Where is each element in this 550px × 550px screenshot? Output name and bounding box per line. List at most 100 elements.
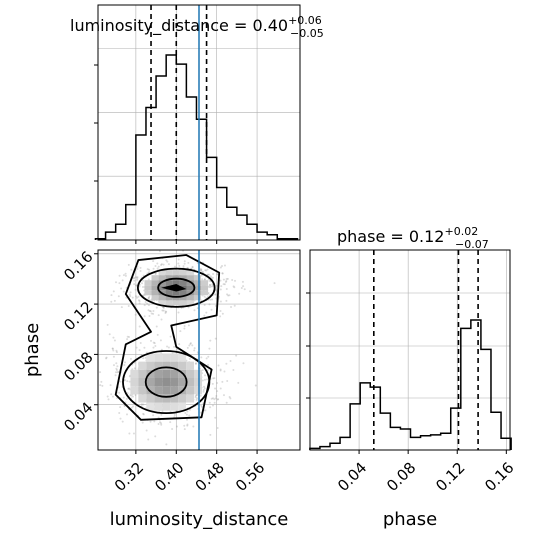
scatter-point <box>164 311 167 314</box>
scatter-point <box>100 380 103 383</box>
scatter-point <box>121 420 124 423</box>
scatter-point <box>139 266 142 269</box>
scatter-point <box>224 281 227 284</box>
scatter-point <box>231 279 234 282</box>
scatter-point <box>221 264 224 267</box>
scatter-point <box>219 310 222 313</box>
scatter-point <box>249 290 252 293</box>
density-cell <box>186 386 195 395</box>
x-tick-label: 0.12 <box>432 459 468 495</box>
scatter-point <box>240 286 243 289</box>
scatter-point <box>243 288 246 291</box>
scatter-point <box>215 284 218 287</box>
density-cell <box>178 377 187 387</box>
scatter-point <box>216 382 219 385</box>
scatter-point <box>154 435 157 438</box>
scatter-point <box>115 362 118 365</box>
density-cell <box>144 290 152 296</box>
scatter-point <box>138 300 141 303</box>
scatter-point <box>193 349 196 352</box>
y-tick-marks: 0.04 0.08 0.12 0.16 <box>60 248 98 435</box>
scatter-point <box>162 306 165 309</box>
scatter-point <box>118 411 121 414</box>
x-tick-marks: 0.32 0.40 0.48 0.56 <box>111 450 268 495</box>
x-axis-label-phase: phase <box>383 509 437 530</box>
scatter-point <box>142 357 145 360</box>
density-cell <box>138 394 147 403</box>
scatter-point <box>105 357 108 360</box>
scatter-point <box>110 300 113 303</box>
scatter-point <box>235 354 238 357</box>
scatter-point <box>110 393 113 396</box>
scatter-point <box>152 414 155 417</box>
scatter-point <box>117 295 120 298</box>
scatter-point <box>140 403 143 406</box>
scatter-point <box>142 412 145 415</box>
scatter-point <box>186 410 189 413</box>
scatter-point <box>200 404 203 407</box>
scatter-point <box>143 346 146 349</box>
scatter-point <box>214 387 217 390</box>
scatter-point <box>165 310 168 313</box>
scatter-point <box>142 413 145 416</box>
scatter-point <box>200 268 203 271</box>
density-cell <box>138 386 147 395</box>
scatter-point <box>216 390 219 393</box>
density-cell <box>151 280 159 286</box>
scatter-point <box>147 309 150 312</box>
scatter-point <box>126 335 129 338</box>
density-cell <box>186 285 194 291</box>
scatter-point <box>107 398 110 401</box>
scatter-point <box>126 392 129 395</box>
scatter-point <box>117 371 120 374</box>
scatter-point <box>160 263 163 266</box>
x-tick-label: 0.16 <box>481 459 517 495</box>
scatter-point <box>136 278 139 281</box>
scatter-point <box>208 279 211 282</box>
scatter-point <box>126 338 129 341</box>
density-cell <box>151 290 159 296</box>
scatter-point <box>237 381 240 384</box>
scatter-point <box>186 418 189 421</box>
scatter-point <box>105 356 108 359</box>
scatter-point <box>205 311 208 314</box>
scatter-point <box>195 394 198 397</box>
scatter-point <box>183 327 186 330</box>
density-cell <box>186 361 195 370</box>
scatter-point <box>123 363 126 366</box>
scatter-point <box>154 265 157 268</box>
scatter-point <box>212 397 215 400</box>
scatter-point <box>112 349 115 352</box>
scatter-point <box>206 268 209 271</box>
scatter-point <box>195 397 198 400</box>
density-cell <box>151 275 159 281</box>
scatter-point <box>157 416 160 419</box>
scatter-point <box>133 283 136 286</box>
scatter-point <box>118 282 121 285</box>
scatter-point <box>112 364 115 367</box>
scatter-point <box>157 265 160 268</box>
scatter-point <box>149 339 152 342</box>
scatter-point <box>156 267 159 270</box>
density-cell <box>193 280 202 286</box>
scatter-point <box>214 293 217 296</box>
scatter-point <box>194 394 197 397</box>
density-cell <box>165 280 173 286</box>
scatter-point <box>219 266 222 269</box>
density-cell <box>154 394 163 403</box>
scatter-point <box>160 422 163 425</box>
scatter-point <box>157 314 160 317</box>
scatter-point <box>156 262 159 265</box>
scatter-point <box>183 262 186 265</box>
scatter-point <box>165 259 168 262</box>
scatter-point <box>202 390 205 393</box>
histogram-step <box>94 54 299 240</box>
scatter-point <box>186 424 189 427</box>
scatter-point <box>216 273 219 276</box>
scatter-point <box>209 406 212 409</box>
scatter-point <box>213 377 216 380</box>
density-cell <box>193 285 202 291</box>
scatter-point <box>143 315 146 318</box>
scatter-point <box>203 314 206 317</box>
density-cell <box>154 361 163 370</box>
